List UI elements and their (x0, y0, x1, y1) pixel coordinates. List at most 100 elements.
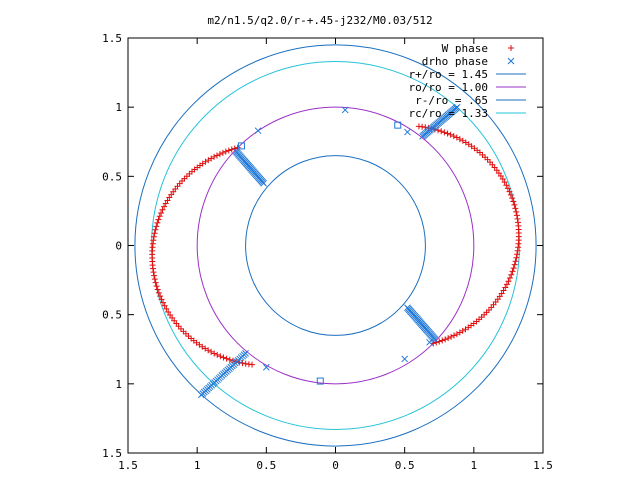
w-phase-point-1-76 (459, 137, 466, 144)
w-phase-point-0-77 (208, 348, 215, 355)
legend-label-3: ro/ro = 1.00 (409, 81, 488, 94)
w-phase-point-1-48 (514, 215, 521, 222)
w-phase-point-0-5 (219, 149, 226, 156)
w-phase-point-1-4 (442, 336, 449, 343)
w-phase-point-1-50 (513, 208, 520, 215)
w-phase-point-1-29 (503, 281, 510, 288)
drho-phase-point-2-30 (242, 350, 249, 357)
w-phase-point-1-54 (509, 195, 516, 202)
w-phase-point-1-33 (509, 268, 516, 275)
w-phase-point-0-8 (211, 153, 218, 160)
w-phase-point-1-7 (451, 332, 458, 339)
circle-1 (196, 106, 475, 385)
w-phase-point-0-79 (214, 351, 221, 358)
y-tick-label-6: 1.5 (102, 32, 122, 45)
y-axis-ticks: 1.5 1 0.5 0 0.5 1 1.5 (102, 32, 543, 460)
w-phase-point-1-34 (510, 265, 517, 272)
w-phase-point-1-27 (500, 287, 507, 294)
drho-phase-point-0-30 (260, 179, 267, 187)
reference-circles (134, 44, 537, 447)
w-phase-point-1-81 (444, 130, 451, 137)
w-phase-point-1-36 (512, 258, 519, 265)
w-phase-point-1-59 (501, 179, 508, 186)
x-axis-ticks: 1.5 1 0.5 0 0.5 1 1.5 (118, 38, 553, 472)
w-phase-point-0-58 (161, 302, 168, 309)
w-phase-point-1-78 (453, 134, 460, 141)
circle-0 (134, 44, 537, 447)
drho-phase-isolated-2 (341, 106, 349, 114)
w-phase-point-0-55 (157, 293, 164, 300)
x-tick-label-5: 1 (471, 459, 478, 472)
w-phase-point-1-82 (441, 129, 448, 136)
legend-label-4: r-/ro = .65 (415, 94, 488, 107)
chart-title: m2/n1.5/q2.0/r-+.45-j232/M0.03/512 (207, 14, 432, 27)
w-phase-point-0-6 (216, 151, 223, 158)
drho-phase-isolated-3 (394, 121, 402, 129)
legend-marker-1 (507, 57, 515, 65)
w-phase-point-0-31 (158, 209, 165, 216)
w-phase-point-0-28 (162, 200, 169, 207)
w-phase-point-0-51 (152, 279, 159, 286)
w-phase-point-1-6 (448, 333, 455, 340)
circle-2 (245, 155, 426, 336)
x-tick-label-3: 0 (332, 459, 339, 472)
w-phase-point-1-3 (439, 337, 446, 344)
legend-label-2: r+/ro = 1.45 (409, 68, 488, 81)
y-tick-label-5: 1 (115, 101, 122, 114)
w-phase-point-0-37 (151, 230, 158, 237)
drho-phase-isolated-4 (404, 128, 411, 136)
legend-label-1: drho phase (422, 55, 488, 68)
x-tick-label-1: 1 (194, 459, 201, 472)
w-phase-point-0-56 (158, 296, 165, 303)
x-tick-label-4: 0.5 (395, 459, 415, 472)
w-phase-point-0-32 (156, 213, 163, 220)
w-phase-point-1-37 (513, 254, 520, 261)
w-phase-point-0-33 (155, 216, 162, 223)
w-phase-point-0-82 (223, 355, 230, 362)
legend-label-0: W phase (442, 42, 488, 55)
w-phase-point-0-52 (153, 283, 160, 290)
w-phase-point-1-90 (415, 123, 422, 130)
y-tick-label-4: 0.5 (102, 170, 122, 183)
drho-phase-point-1-30 (431, 336, 439, 343)
drho-phase-isolated-1 (254, 127, 262, 135)
w-phase-point-0-54 (155, 289, 162, 296)
w-phase-series (149, 123, 522, 368)
w-phase-point-1-51 (512, 205, 519, 212)
legend-marker-0 (508, 45, 514, 51)
y-tick-label-1: 1 (115, 378, 122, 391)
x-tick-label-6: 1.5 (533, 459, 553, 472)
w-phase-point-0-48 (150, 269, 157, 276)
w-phase-point-1-38 (514, 251, 521, 258)
w-phase-point-1-83 (438, 128, 445, 135)
w-phase-point-0-36 (152, 226, 159, 233)
w-phase-point-0-3 (225, 147, 232, 154)
drho-phase-isolated-0 (237, 142, 245, 150)
w-phase-point-0-38 (150, 233, 157, 240)
w-phase-point-0-59 (163, 305, 170, 312)
drho-phase-series (197, 103, 461, 399)
w-phase-point-1-52 (511, 201, 518, 208)
w-phase-point-1-30 (505, 278, 512, 285)
w-phase-point-1-57 (504, 185, 511, 192)
w-phase-point-1-5 (445, 335, 452, 342)
w-phase-point-0-50 (151, 276, 158, 283)
w-phase-point-0-34 (154, 219, 161, 226)
y-tick-label-3: 0 (115, 240, 122, 253)
w-phase-point-0-88 (242, 360, 249, 367)
w-phase-point-0-4 (222, 148, 229, 155)
w-phase-point-1-31 (506, 275, 513, 282)
w-phase-point-1-35 (511, 261, 518, 268)
drho-phase-point-3-30 (453, 103, 461, 111)
w-phase-point-0-57 (160, 299, 167, 306)
x-tick-label-2: 0.5 (256, 459, 276, 472)
w-phase-point-1-77 (456, 136, 463, 143)
w-phase-point-1-56 (506, 188, 513, 195)
w-phase-point-1-58 (503, 182, 510, 189)
w-phase-point-1-88 (422, 124, 429, 131)
w-phase-point-1-28 (502, 284, 509, 291)
w-phase-point-0-90 (249, 361, 256, 368)
legend-label-5: rc/ro = 1.33 (409, 107, 488, 120)
w-phase-point-0-30 (159, 206, 166, 213)
